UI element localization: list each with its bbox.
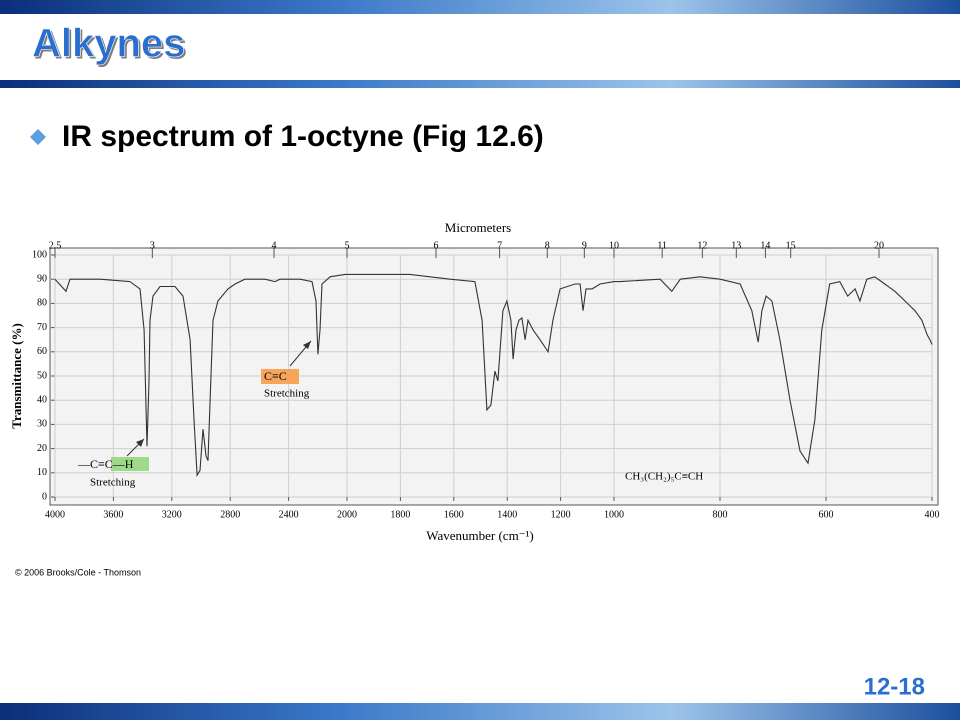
y-axis-label: Transmittance (%) xyxy=(9,323,24,429)
x2-tick-label: 14 xyxy=(760,240,770,251)
highlight xyxy=(261,369,299,384)
x-tick-label: 3200 xyxy=(162,509,182,520)
x-tick-label: 1200 xyxy=(551,509,571,520)
y-tick-label: 10 xyxy=(37,467,47,478)
x2-tick-label: 11 xyxy=(657,240,667,251)
x2-tick-label: 12 xyxy=(697,240,707,251)
x-tick-label: 2800 xyxy=(220,509,240,520)
x-axis-label: Wavenumber (cm⁻¹) xyxy=(426,528,534,543)
spectrum-line xyxy=(54,273,933,478)
x-tick-label: 1800 xyxy=(390,509,410,520)
x2-tick-label: 6 xyxy=(434,240,439,251)
x2-tick-label: 7 xyxy=(497,240,502,251)
arrow-head xyxy=(303,341,311,349)
x-tick-label: 1400 xyxy=(497,509,517,520)
x-tick-label: 1600 xyxy=(444,509,464,520)
credit: © 2006 Brooks/Cole - Thomson xyxy=(15,567,141,577)
x2-tick-label: 2.5 xyxy=(49,240,62,251)
highlight xyxy=(111,457,149,471)
y-tick-label: 80 xyxy=(37,298,47,309)
y-tick-label: 20 xyxy=(37,443,47,454)
x2-tick-label: 20 xyxy=(874,240,884,251)
x-tick-label: 2000 xyxy=(337,509,357,520)
y-tick-label: 60 xyxy=(37,346,47,357)
x-tick-label: 2400 xyxy=(279,509,299,520)
x-tick-label: 600 xyxy=(819,509,834,520)
y-tick-label: 40 xyxy=(37,394,47,405)
arrow-head xyxy=(136,439,144,447)
y-tick-label: 100 xyxy=(32,249,47,260)
y-tick-label: 90 xyxy=(37,273,47,284)
annotation: Stretching xyxy=(264,388,310,400)
y-tick-label: 30 xyxy=(37,419,47,430)
page-number: 12-18 xyxy=(864,673,925,700)
y-tick-label: 70 xyxy=(37,322,47,333)
annotation: Stretching xyxy=(90,477,136,489)
bottom-band xyxy=(0,703,960,720)
x-tick-label: 800 xyxy=(713,509,728,520)
annotation: C≡C xyxy=(264,369,287,383)
annotation: CH₃(CH₂)₅C≡CH xyxy=(625,471,703,483)
x2-tick-label: 9 xyxy=(582,240,587,251)
x2-tick-label: 8 xyxy=(545,240,550,251)
bullet-icon xyxy=(30,129,46,145)
y-tick-label: 50 xyxy=(37,370,47,381)
y-tick-label: 0 xyxy=(42,491,47,502)
x-tick-label: 400 xyxy=(925,509,940,520)
title-band xyxy=(0,80,960,88)
top-band xyxy=(0,0,960,14)
x-tick-label: 4000 xyxy=(45,509,65,520)
x2-tick-label: 15 xyxy=(786,240,796,251)
x2-tick-label: 13 xyxy=(731,240,741,251)
x2-axis-label: Micrometers xyxy=(445,220,511,235)
x2-tick-label: 10 xyxy=(609,240,619,251)
title-shadow: Alkynes xyxy=(34,24,187,68)
x2-tick-label: 4 xyxy=(272,240,277,251)
x2-tick-label: 5 xyxy=(345,240,350,251)
slide-title: Alkynes xyxy=(32,22,185,66)
x-tick-label: 3600 xyxy=(103,509,123,520)
x2-tick-label: 3 xyxy=(150,240,155,251)
x-tick-label: 1000 xyxy=(604,509,624,520)
bullet-text: IR spectrum of 1-octyne (Fig 12.6) xyxy=(62,120,544,153)
annotation: —C≡C—H xyxy=(77,457,134,471)
